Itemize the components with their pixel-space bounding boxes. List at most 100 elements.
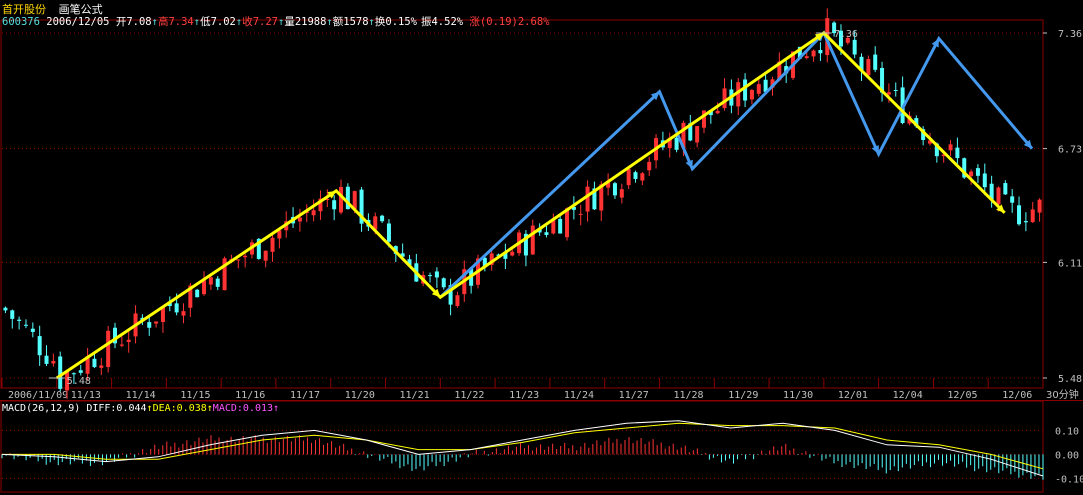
- candle-body: [1030, 209, 1035, 222]
- date-tick-label: 12/05: [947, 390, 977, 401]
- date-tick-label: 2006/11/09: [8, 390, 68, 401]
- blue-pen-line-arrowhead: [1023, 139, 1033, 149]
- yellow-pen-line-arrowhead: [814, 33, 824, 41]
- candle-body: [886, 92, 891, 95]
- candle-body: [927, 140, 932, 144]
- candle-body: [332, 200, 337, 210]
- price-tick-label: 5.48: [1058, 374, 1082, 385]
- candle-body: [263, 250, 268, 261]
- candle-body: [695, 126, 700, 143]
- up-arrow-icon: ↑: [273, 403, 280, 414]
- candle-body: [236, 259, 241, 261]
- open-value: 7.08: [126, 16, 152, 28]
- change-value: (0.19): [479, 16, 518, 28]
- candle-body: [599, 184, 604, 211]
- candle-body: [174, 303, 179, 313]
- macd-label: MACD:: [212, 403, 243, 414]
- candle-body: [523, 233, 528, 256]
- stock-name: 首开股份: [2, 3, 46, 16]
- candle-body: [551, 218, 556, 234]
- candle-body: [880, 67, 885, 93]
- candle-body: [633, 172, 638, 179]
- diff-label: DIFF:: [86, 403, 117, 414]
- candle-body: [58, 356, 63, 389]
- quote-row: 600376 2006/12/05 开7.08↑高7.34↑低7.02↑收7.2…: [2, 14, 549, 29]
- candle-body: [256, 238, 261, 259]
- candle-body: [667, 137, 672, 149]
- candle-body: [592, 188, 597, 210]
- candle-body: [30, 328, 35, 332]
- date-tick-label: 11/16: [235, 390, 265, 401]
- candle-body: [92, 358, 97, 368]
- date-tick-label: 11/17: [290, 390, 320, 401]
- change-percent: 2.68%: [517, 16, 550, 28]
- close-value: 7.27: [252, 16, 278, 28]
- candle-body: [99, 365, 104, 368]
- macd-name: MACD(26,12,9): [2, 403, 81, 414]
- candle-body: [434, 271, 439, 278]
- price-annotation-label: 5.48: [67, 376, 91, 387]
- change-label: 涨: [469, 16, 480, 28]
- candle-body: [955, 147, 960, 159]
- candle-body: [982, 173, 987, 188]
- date-tick-label: 12/01: [838, 390, 868, 401]
- candle-body: [510, 251, 515, 256]
- close-label: 收: [242, 16, 253, 28]
- volume-value: 21988: [294, 16, 327, 28]
- up-arrow-icon: ↑: [193, 16, 201, 28]
- candle-body: [215, 278, 220, 287]
- candle-body: [482, 257, 487, 268]
- candle-body: [921, 129, 926, 140]
- candle-body: [455, 295, 460, 306]
- turnover-label: 换: [374, 16, 386, 28]
- date-tick-label: 11/14: [126, 390, 156, 401]
- candle-body: [167, 302, 172, 307]
- candle-body: [373, 216, 378, 230]
- candle-body: [1037, 199, 1042, 213]
- candle-body: [85, 356, 90, 374]
- candle-body: [3, 307, 8, 311]
- candle-body: [407, 259, 412, 266]
- candle-body: [380, 215, 385, 222]
- macd-header: MACD(26,12,9) DIFF:0.044↑DEA:0.038↑MACD:…: [2, 403, 279, 414]
- candle-body: [160, 306, 165, 323]
- candle-body: [78, 370, 83, 373]
- candle-body: [17, 319, 22, 321]
- up-arrow-icon: ↑: [146, 403, 153, 414]
- candle-body: [606, 180, 611, 188]
- candle-body: [558, 219, 563, 234]
- candle-body: [763, 79, 768, 92]
- up-arrow-icon: ↑: [277, 16, 285, 28]
- candle-body: [873, 54, 878, 70]
- candle-body: [866, 59, 871, 76]
- candle-body: [832, 22, 837, 34]
- diff-line: [1, 420, 1044, 477]
- candle-body: [339, 186, 344, 213]
- candle-body: [195, 289, 200, 298]
- candle-body: [448, 285, 453, 305]
- candle-body: [154, 321, 159, 324]
- date-tick-label: 11/20: [345, 390, 375, 401]
- candle-body: [619, 189, 624, 198]
- candle-body: [770, 79, 775, 88]
- candle-body: [243, 255, 248, 258]
- blue-pen-line-arrowhead: [931, 38, 939, 48]
- up-arrow-icon: ↑: [206, 403, 213, 414]
- date-tick-label: 11/23: [509, 390, 539, 401]
- macd-tick-label: 0.10: [1055, 426, 1079, 437]
- candle-body: [441, 278, 446, 288]
- candle-body: [571, 206, 576, 210]
- candle-body: [311, 210, 316, 216]
- candle-body: [51, 360, 56, 364]
- dea-line: [2, 422, 1044, 470]
- candle-body: [797, 46, 802, 59]
- candle-body: [811, 50, 816, 57]
- quote-date: 2006/12/05: [46, 16, 110, 28]
- candle-body: [989, 183, 994, 200]
- candle-body: [845, 37, 850, 43]
- candle-body: [23, 324, 28, 326]
- low-label: 低: [200, 16, 211, 28]
- candle-body: [318, 198, 323, 212]
- candle-body: [44, 355, 49, 364]
- candle-body: [359, 189, 364, 224]
